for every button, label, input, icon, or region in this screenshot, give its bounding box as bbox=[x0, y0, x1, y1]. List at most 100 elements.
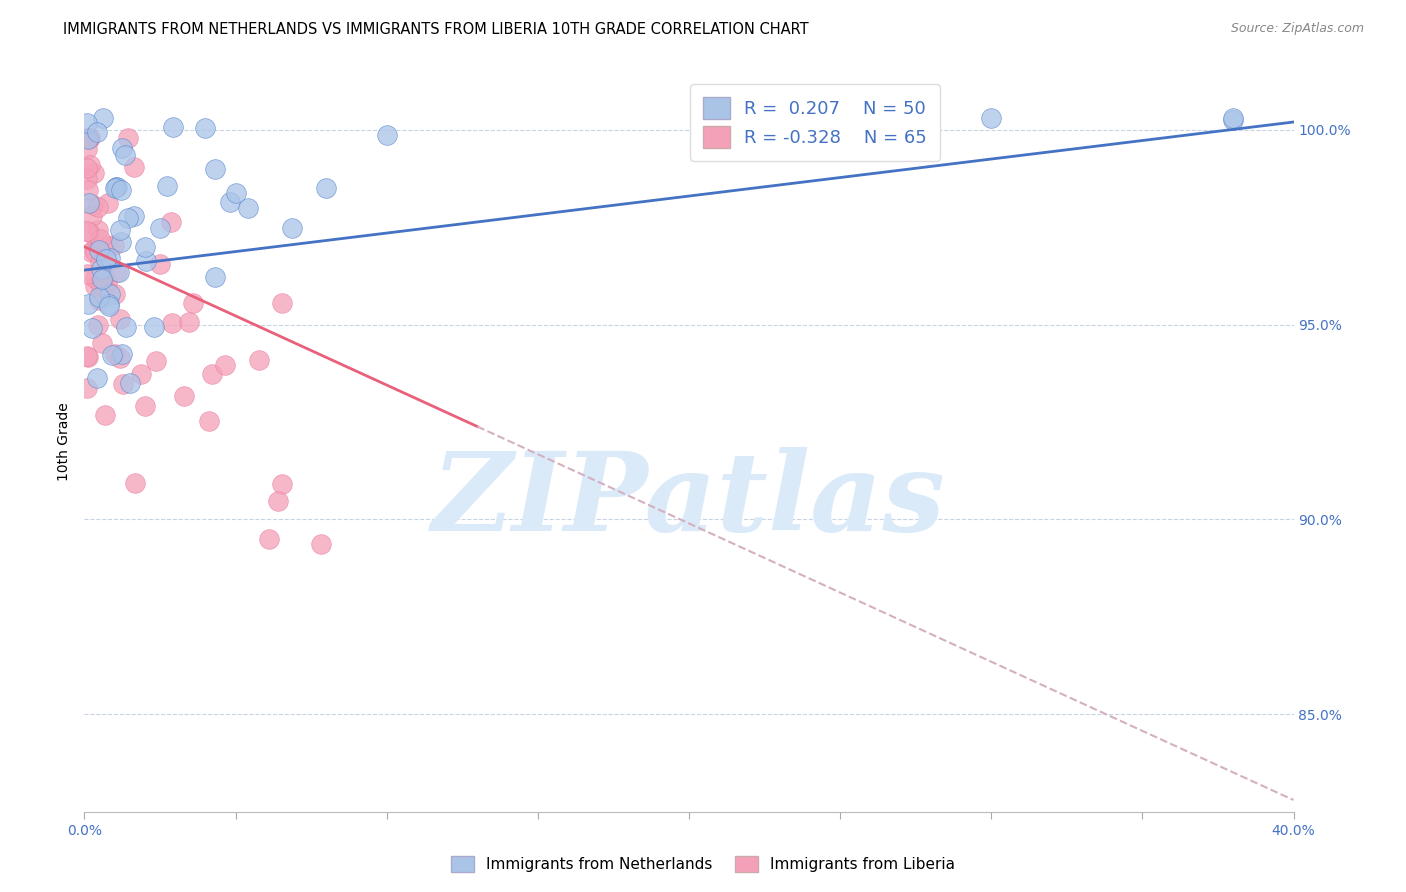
Point bbox=[94, 252, 117, 266]
Point bbox=[97, 239, 120, 253]
Point bbox=[108, 351, 131, 365]
Point bbox=[114, 148, 136, 162]
Point bbox=[143, 320, 166, 334]
Point bbox=[236, 201, 259, 215]
Point bbox=[107, 265, 129, 279]
Point bbox=[281, 221, 304, 235]
Point bbox=[219, 194, 242, 209]
Point bbox=[76, 171, 98, 186]
Point bbox=[149, 257, 172, 271]
Point bbox=[80, 244, 103, 259]
Point bbox=[181, 296, 204, 310]
Point bbox=[124, 209, 146, 223]
Point bbox=[80, 209, 103, 223]
Point bbox=[97, 195, 120, 210]
Point bbox=[89, 232, 111, 246]
Point bbox=[76, 130, 98, 145]
Point bbox=[122, 161, 145, 175]
Point bbox=[160, 214, 183, 228]
Point bbox=[194, 120, 217, 135]
Point bbox=[162, 120, 184, 134]
Point bbox=[77, 130, 100, 145]
Point bbox=[111, 376, 134, 391]
Point bbox=[77, 350, 100, 364]
Point bbox=[97, 299, 120, 313]
Point bbox=[89, 255, 111, 269]
Point bbox=[91, 272, 114, 286]
Point bbox=[87, 200, 110, 214]
Point bbox=[197, 414, 219, 428]
Point bbox=[145, 354, 167, 368]
Point bbox=[87, 318, 110, 333]
Point bbox=[98, 287, 121, 301]
Point bbox=[257, 532, 280, 546]
Point bbox=[93, 265, 115, 279]
Point bbox=[105, 180, 128, 194]
Point bbox=[76, 267, 98, 281]
Y-axis label: 10th Grade: 10th Grade bbox=[58, 402, 72, 481]
Point bbox=[76, 224, 98, 238]
Point bbox=[76, 116, 98, 130]
Point bbox=[87, 223, 110, 237]
Point bbox=[156, 179, 179, 194]
Point bbox=[124, 476, 146, 491]
Point bbox=[90, 262, 112, 277]
Point bbox=[103, 238, 125, 252]
Point bbox=[82, 320, 104, 334]
Point bbox=[375, 128, 398, 143]
Point bbox=[91, 335, 114, 350]
Point bbox=[117, 211, 139, 225]
Text: IMMIGRANTS FROM NETHERLANDS VS IMMIGRANTS FROM LIBERIA 10TH GRADE CORRELATION CH: IMMIGRANTS FROM NETHERLANDS VS IMMIGRANT… bbox=[63, 22, 808, 37]
Point bbox=[100, 348, 122, 362]
Point bbox=[131, 367, 153, 381]
Point bbox=[94, 409, 117, 423]
Point bbox=[110, 183, 132, 197]
Point bbox=[117, 130, 139, 145]
Point bbox=[104, 287, 127, 301]
Point bbox=[77, 132, 100, 146]
Point bbox=[270, 477, 292, 491]
Point bbox=[225, 186, 247, 200]
Point bbox=[83, 243, 105, 257]
Point bbox=[86, 125, 108, 139]
Point bbox=[76, 381, 98, 395]
Point bbox=[214, 359, 236, 373]
Point bbox=[110, 235, 132, 249]
Point bbox=[96, 277, 118, 291]
Point bbox=[204, 270, 226, 285]
Point bbox=[86, 371, 108, 385]
Point bbox=[76, 183, 98, 197]
Point bbox=[149, 221, 172, 235]
Point bbox=[173, 389, 195, 403]
Point bbox=[111, 141, 134, 155]
Point bbox=[76, 161, 98, 175]
Point bbox=[79, 158, 101, 172]
Point bbox=[315, 181, 337, 195]
Point bbox=[271, 296, 294, 310]
Point bbox=[108, 222, 131, 236]
Point bbox=[134, 240, 156, 254]
Point bbox=[84, 244, 107, 259]
Point bbox=[91, 272, 114, 286]
Point bbox=[104, 179, 127, 194]
Point bbox=[309, 537, 332, 551]
Point bbox=[83, 166, 105, 180]
Point bbox=[89, 290, 111, 304]
Text: Source: ZipAtlas.com: Source: ZipAtlas.com bbox=[1230, 22, 1364, 36]
Point bbox=[77, 225, 100, 239]
Point bbox=[98, 297, 121, 311]
Point bbox=[100, 251, 122, 265]
Point bbox=[79, 130, 101, 145]
Point bbox=[267, 494, 290, 508]
Point bbox=[87, 243, 110, 257]
Point bbox=[135, 254, 157, 268]
Point bbox=[89, 293, 111, 307]
Point bbox=[247, 353, 270, 368]
Point bbox=[110, 311, 132, 326]
Legend: R =  0.207    N = 50, R = -0.328    N = 65: R = 0.207 N = 50, R = -0.328 N = 65 bbox=[690, 84, 939, 161]
Point bbox=[980, 111, 1002, 125]
Point bbox=[118, 376, 141, 391]
Point bbox=[77, 297, 100, 311]
Point bbox=[111, 347, 134, 361]
Point bbox=[94, 284, 117, 298]
